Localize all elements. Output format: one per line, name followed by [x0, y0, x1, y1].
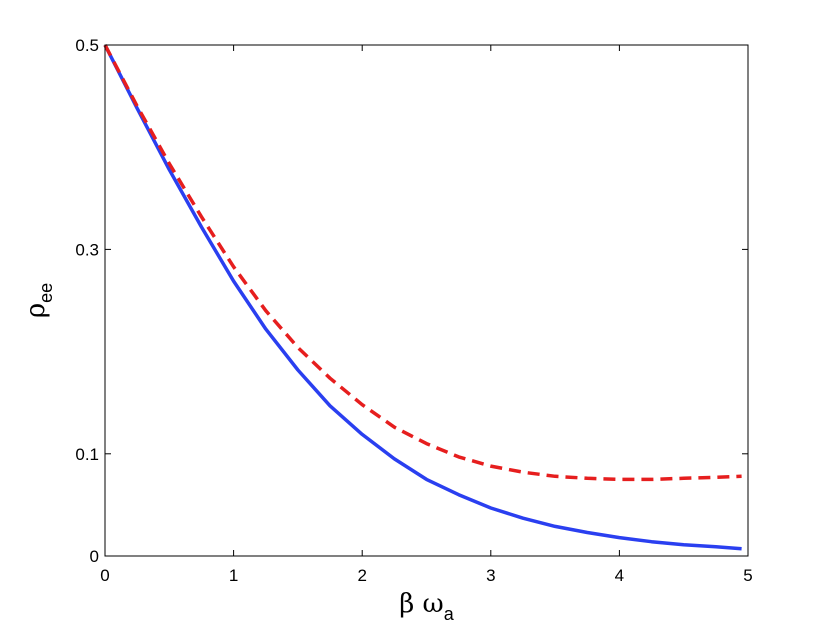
y-tick-label: 0.1	[75, 445, 99, 464]
axis-ticks: 0 1 2 3 4 5 0 0.1 0.3 0.5	[75, 36, 752, 585]
y-tick-label: 0.5	[75, 36, 99, 55]
y-tick-label: 0	[90, 547, 99, 566]
series-line-2	[103, 44, 742, 482]
x-tick-label: 4	[615, 566, 624, 585]
y-axis-label: ρee	[21, 283, 56, 318]
series-line-1	[103, 44, 742, 551]
y-axis-label-sub: ee	[36, 283, 56, 303]
x-axis-label-main: β ω	[399, 589, 444, 619]
plot-frame	[104, 44, 749, 557]
x-tick-label: 1	[229, 566, 238, 585]
x-tick-label: 3	[486, 566, 495, 585]
y-axis-label-main: ρ	[21, 303, 51, 318]
x-tick-label: 2	[357, 566, 366, 585]
x-tick-label: 0	[100, 566, 109, 585]
plot-area	[103, 44, 742, 551]
x-axis-label: β ωa	[399, 589, 455, 624]
y-tick-label: 0.3	[75, 240, 99, 259]
x-axis-label-sub: a	[444, 604, 455, 624]
x-tick-label: 5	[743, 566, 752, 585]
